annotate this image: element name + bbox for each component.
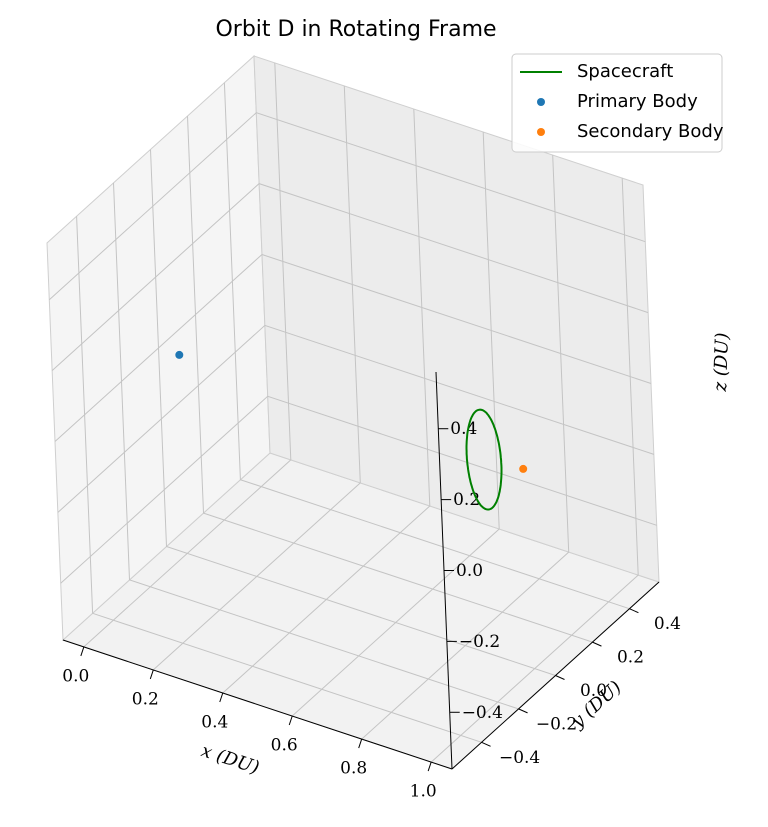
gridline-z (48, 112, 646, 301)
x-tick-label: 0.6 (271, 736, 298, 756)
series-line-spacecraft (465, 408, 503, 511)
gridline-x (222, 108, 431, 694)
x-axis-label: x (DU) (199, 740, 262, 778)
gridline-y (150, 149, 556, 676)
y-tick-label: −0.4 (499, 748, 540, 768)
legend-entry-label: Primary Body (577, 91, 698, 112)
y-tick-mark (592, 641, 602, 647)
point-primary-body (175, 350, 184, 359)
y-tick-label: 0.4 (654, 614, 681, 634)
legend-swatch-point (537, 98, 545, 106)
legend-box (511, 53, 723, 153)
x-tick-label: 1.0 (410, 782, 437, 802)
y-tick-mark (518, 708, 528, 714)
gridlines (48, 62, 657, 763)
z-tick-label: 0.0 (456, 561, 483, 581)
gridline-z (54, 253, 652, 442)
x-tick-label: 0.4 (201, 713, 228, 733)
x-tick-mark (427, 761, 432, 772)
x-tick-mark (219, 692, 224, 703)
legend-entry-label: Secondary Body (577, 121, 724, 142)
z-tick-label: 0.4 (450, 419, 477, 439)
gridline-y (113, 182, 519, 710)
gridline-y (76, 216, 482, 743)
gridline-y (223, 82, 630, 610)
y-tick-mark (555, 675, 565, 680)
x-tick-label: 0.0 (62, 666, 89, 686)
gridline-z (51, 183, 649, 371)
legend: Spacecraft Primary Body Secondary Body (511, 53, 724, 153)
x-tick-mark (149, 669, 154, 680)
x-axis-line (62, 639, 453, 770)
point-secondary-body (519, 464, 528, 473)
x-tick-label: 0.8 (340, 759, 367, 779)
y-tick-label: 0.0 (580, 681, 607, 701)
z-tick-label: −0.4 (462, 703, 503, 723)
gridline-x (291, 131, 500, 717)
y-tick-label: 0.2 (617, 648, 644, 668)
y-tick-mark (629, 608, 639, 614)
gridline-z (57, 324, 655, 513)
y-tick-mark (481, 741, 491, 747)
x-tick-mark (288, 715, 293, 726)
data-marks (175, 350, 528, 511)
gridline-x (430, 178, 639, 763)
axis-panes (46, 54, 660, 770)
gridline-x (152, 85, 361, 671)
z-axis-label: z (DU) (710, 332, 733, 393)
x-tick-mark (80, 646, 85, 657)
chart-title: Orbit D in Rotating Frame (215, 17, 496, 42)
gridline-x (361, 155, 570, 740)
legend-swatch-point (537, 128, 545, 136)
z-tick-label: 0.2 (453, 490, 480, 510)
z-tick-label: −0.2 (459, 632, 500, 652)
x-tick-label: 0.2 (132, 689, 159, 709)
gridline-z (60, 395, 657, 584)
x-tick-mark (358, 738, 363, 749)
y-tick-label: −0.2 (536, 714, 577, 734)
gridline-y (187, 116, 593, 643)
gridline-x (83, 62, 292, 648)
legend-entry-label: Spacecraft (577, 61, 673, 82)
